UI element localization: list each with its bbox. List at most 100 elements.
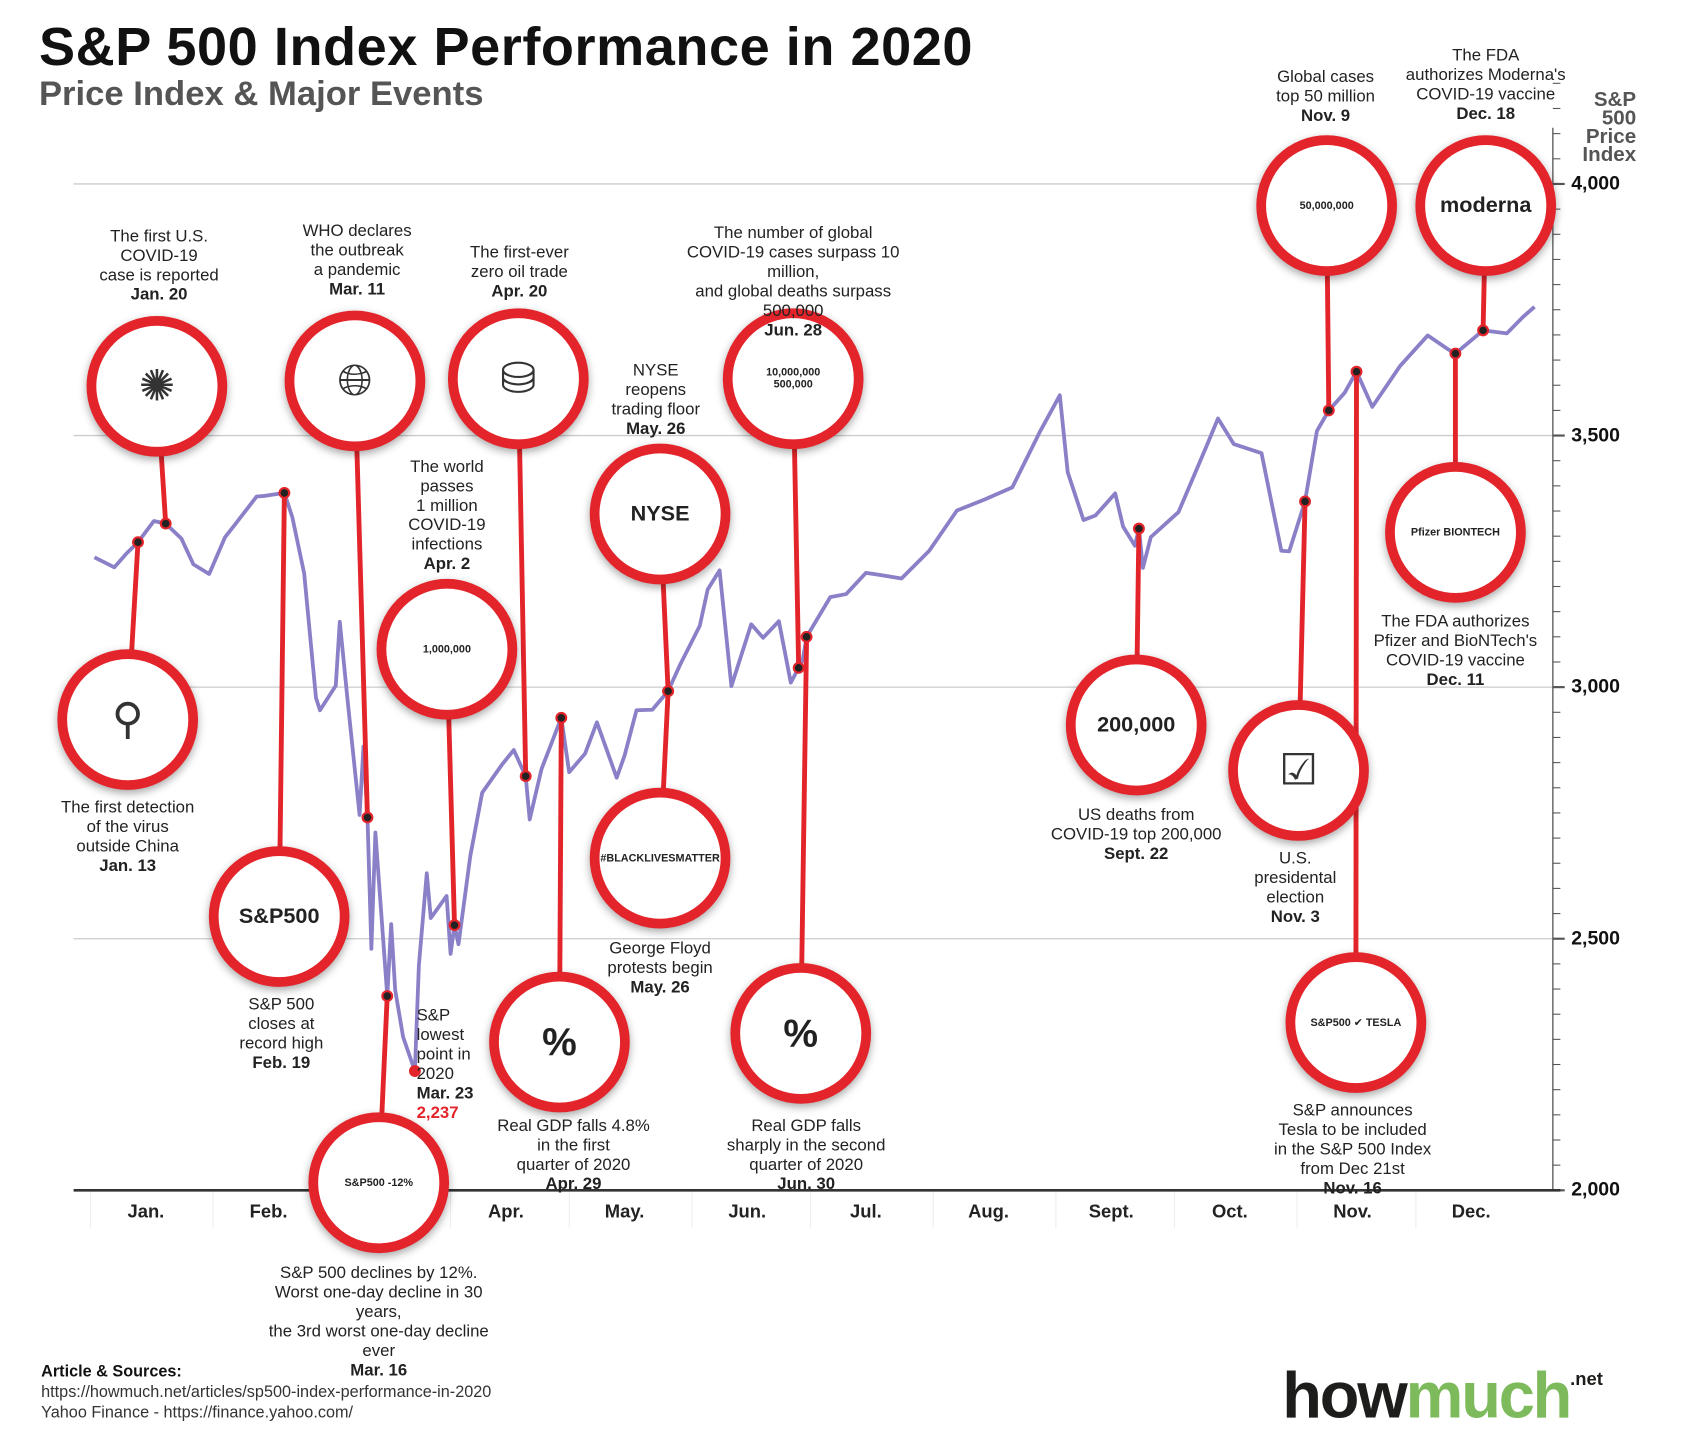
y-tick-label: 2,000 xyxy=(1571,1178,1620,1201)
event-pin xyxy=(662,685,675,698)
event-icon-circle: 1,000,000 xyxy=(376,578,518,720)
virus-icon: 1,000,000 xyxy=(422,643,471,656)
event-icon-circle: 200,000 xyxy=(1065,654,1207,796)
event-text: S&P lowest point in 2020 xyxy=(416,1006,471,1084)
event-label: U.S. presidental election Nov. 3 xyxy=(1171,849,1420,927)
event-text: S&P 500 declines by 12%. Worst one-day d… xyxy=(268,1263,489,1361)
event-text: The number of global COVID-19 cases surp… xyxy=(686,223,900,321)
event-text: S&P 500 closes at record high xyxy=(239,995,324,1053)
event-icon-circle: Pfizer BIONTECH xyxy=(1385,462,1526,603)
event-icon-circle: ⛁ xyxy=(447,308,589,450)
event-stem xyxy=(352,380,370,818)
event-icon-circle: 🌐︎ xyxy=(284,310,426,452)
x-tick-label-jul: Jul. xyxy=(850,1201,882,1222)
event-label: S&P lowest point in 2020 Mar. 23 2,237 xyxy=(417,1006,514,1123)
event-date: Jun. 30 xyxy=(777,1175,836,1194)
event-date: May. 26 xyxy=(626,419,686,439)
howmuch-logo: howmuch.net xyxy=(1282,1358,1603,1433)
event-stem xyxy=(276,492,287,917)
event-label: Real GDP falls 4.8% in the first quarter… xyxy=(449,1117,698,1195)
event-pin xyxy=(800,630,813,643)
event-pin xyxy=(132,536,144,549)
event-label: The FDA authorizes Pfizer and BioNTech's… xyxy=(1331,612,1580,690)
sources-label: Article & Sources: xyxy=(41,1362,182,1381)
event-icon-circle: #BLACKLIVESMATTER xyxy=(589,787,731,929)
event-date: Nov. 16 xyxy=(1323,1179,1382,1198)
page-title: S&P 500 Index Performance in 2020 xyxy=(38,16,974,77)
event-pin xyxy=(519,770,532,783)
event-date: Apr. 29 xyxy=(545,1175,602,1194)
event-pin xyxy=(361,811,374,824)
event-date: May. 26 xyxy=(630,978,690,997)
event-pin xyxy=(555,711,568,724)
event-label: S&P 500 closes at record high Feb. 19 xyxy=(157,996,406,1074)
event-pin xyxy=(1350,365,1363,378)
event-label: WHO declares the outbreak a pandemic Mar.… xyxy=(233,222,482,300)
us-map-virus-icon: ✺ xyxy=(138,362,176,411)
event-text: The first U.S. COVID-19 case is reported xyxy=(99,227,219,285)
y-tick-label: 4,000 xyxy=(1571,172,1620,194)
event-label: Real GDP falls sharply in the second qua… xyxy=(682,1117,931,1195)
event-text: WHO declares the outbreak a pandemic xyxy=(302,221,412,280)
event-text: Global cases top 50 million xyxy=(1276,68,1375,107)
event-pin xyxy=(792,661,805,674)
event-label: The first-ever zero oil trade Apr. 20 xyxy=(395,243,644,301)
logo-much: much xyxy=(1405,1359,1573,1432)
event-label: The world passes 1 million COVID-19 infe… xyxy=(322,458,571,575)
event-text: Real GDP falls sharply in the second qua… xyxy=(726,1116,886,1175)
event-text: S&P announces Tesla to be included in th… xyxy=(1273,1101,1432,1179)
event-stem xyxy=(1353,371,1359,1023)
event-date: Nov. 9 xyxy=(1301,107,1351,126)
nyse-icon: NYSE xyxy=(630,501,690,526)
event-icon-circle: % xyxy=(489,971,630,1113)
china-map-icon: ⚲ xyxy=(111,695,144,744)
event-text: NYSE reopens trading floor xyxy=(611,361,701,419)
event-pin xyxy=(159,517,172,530)
fist-icon: #BLACKLIVESMATTER xyxy=(600,852,720,865)
event-text: The FDA authorizes Pfizer and BioNTech's… xyxy=(1373,612,1538,670)
sp500-decline-icon: S&P500 -12% xyxy=(344,1176,414,1189)
ballot-icon: ☑ xyxy=(1279,746,1318,795)
sources: Article & Sources: https://howmuch.net/a… xyxy=(41,1361,491,1423)
tesla-icon: S&P500 ✔ TESLA xyxy=(1310,1016,1402,1029)
event-icon-circle: S&P500 xyxy=(208,846,350,987)
event-label: Global cases top 50 million Nov. 9 xyxy=(1201,68,1450,126)
x-tick-label-feb: Feb. xyxy=(249,1201,288,1222)
event-label: The number of global COVID-19 cases surp… xyxy=(669,224,918,341)
event-date: Jun. 28 xyxy=(764,321,823,340)
source-link-article[interactable]: https://howmuch.net/articles/sp500-index… xyxy=(41,1382,492,1402)
virus-icon: 50,000,000 xyxy=(1299,199,1354,212)
us-flag-icon: 200,000 xyxy=(1097,712,1176,737)
event-icon-circle: moderna xyxy=(1415,135,1557,276)
sp500-up-arrow-icon: S&P500 xyxy=(238,904,320,928)
event-label: The FDA authorizes Moderna's COVID-19 va… xyxy=(1361,47,1610,125)
event-pin xyxy=(1299,495,1312,508)
y-tick-label: 2,500 xyxy=(1571,926,1620,949)
event-date: Sept. 22 xyxy=(1104,845,1169,864)
globe-virus-icon: 🌐︎ xyxy=(337,357,373,405)
event-pin xyxy=(1449,347,1462,360)
logo-how: how xyxy=(1282,1359,1408,1432)
event-icon-circle: S&P500 ✔ TESLA xyxy=(1285,952,1427,1093)
low-value: 2,237 xyxy=(416,1103,459,1123)
y-tick-label: 3,000 xyxy=(1571,675,1620,697)
event-label: George Floyd protests begin May. 26 xyxy=(536,939,785,997)
event-label: S&P 500 declines by 12%. Worst one-day d… xyxy=(254,1264,503,1381)
event-icon-circle: ⚲ xyxy=(57,649,199,790)
event-date: Apr. 20 xyxy=(491,282,548,301)
event-pin xyxy=(408,1065,421,1078)
event-date: Mar. 16 xyxy=(350,1361,408,1380)
logo-net: .net xyxy=(1570,1368,1603,1390)
event-icon-circle: % xyxy=(730,963,872,1104)
source-link-yahoo[interactable]: Yahoo Finance - https://finance.yahoo.co… xyxy=(41,1403,354,1422)
x-tick-label-may: May. xyxy=(604,1201,645,1222)
x-tick-label-apr: Apr. xyxy=(488,1201,524,1222)
y-tick-label: 3,500 xyxy=(1571,423,1620,446)
event-pin xyxy=(1132,522,1145,535)
event-date: Jan. 20 xyxy=(130,285,188,305)
event-date: Jan. 13 xyxy=(99,857,157,876)
x-tick-label-aug: Aug. xyxy=(968,1201,1010,1222)
page-subtitle: Price Index & Major Events xyxy=(38,73,484,113)
event-pin xyxy=(1477,324,1490,337)
x-tick-label-oct: Oct. xyxy=(1212,1201,1248,1222)
